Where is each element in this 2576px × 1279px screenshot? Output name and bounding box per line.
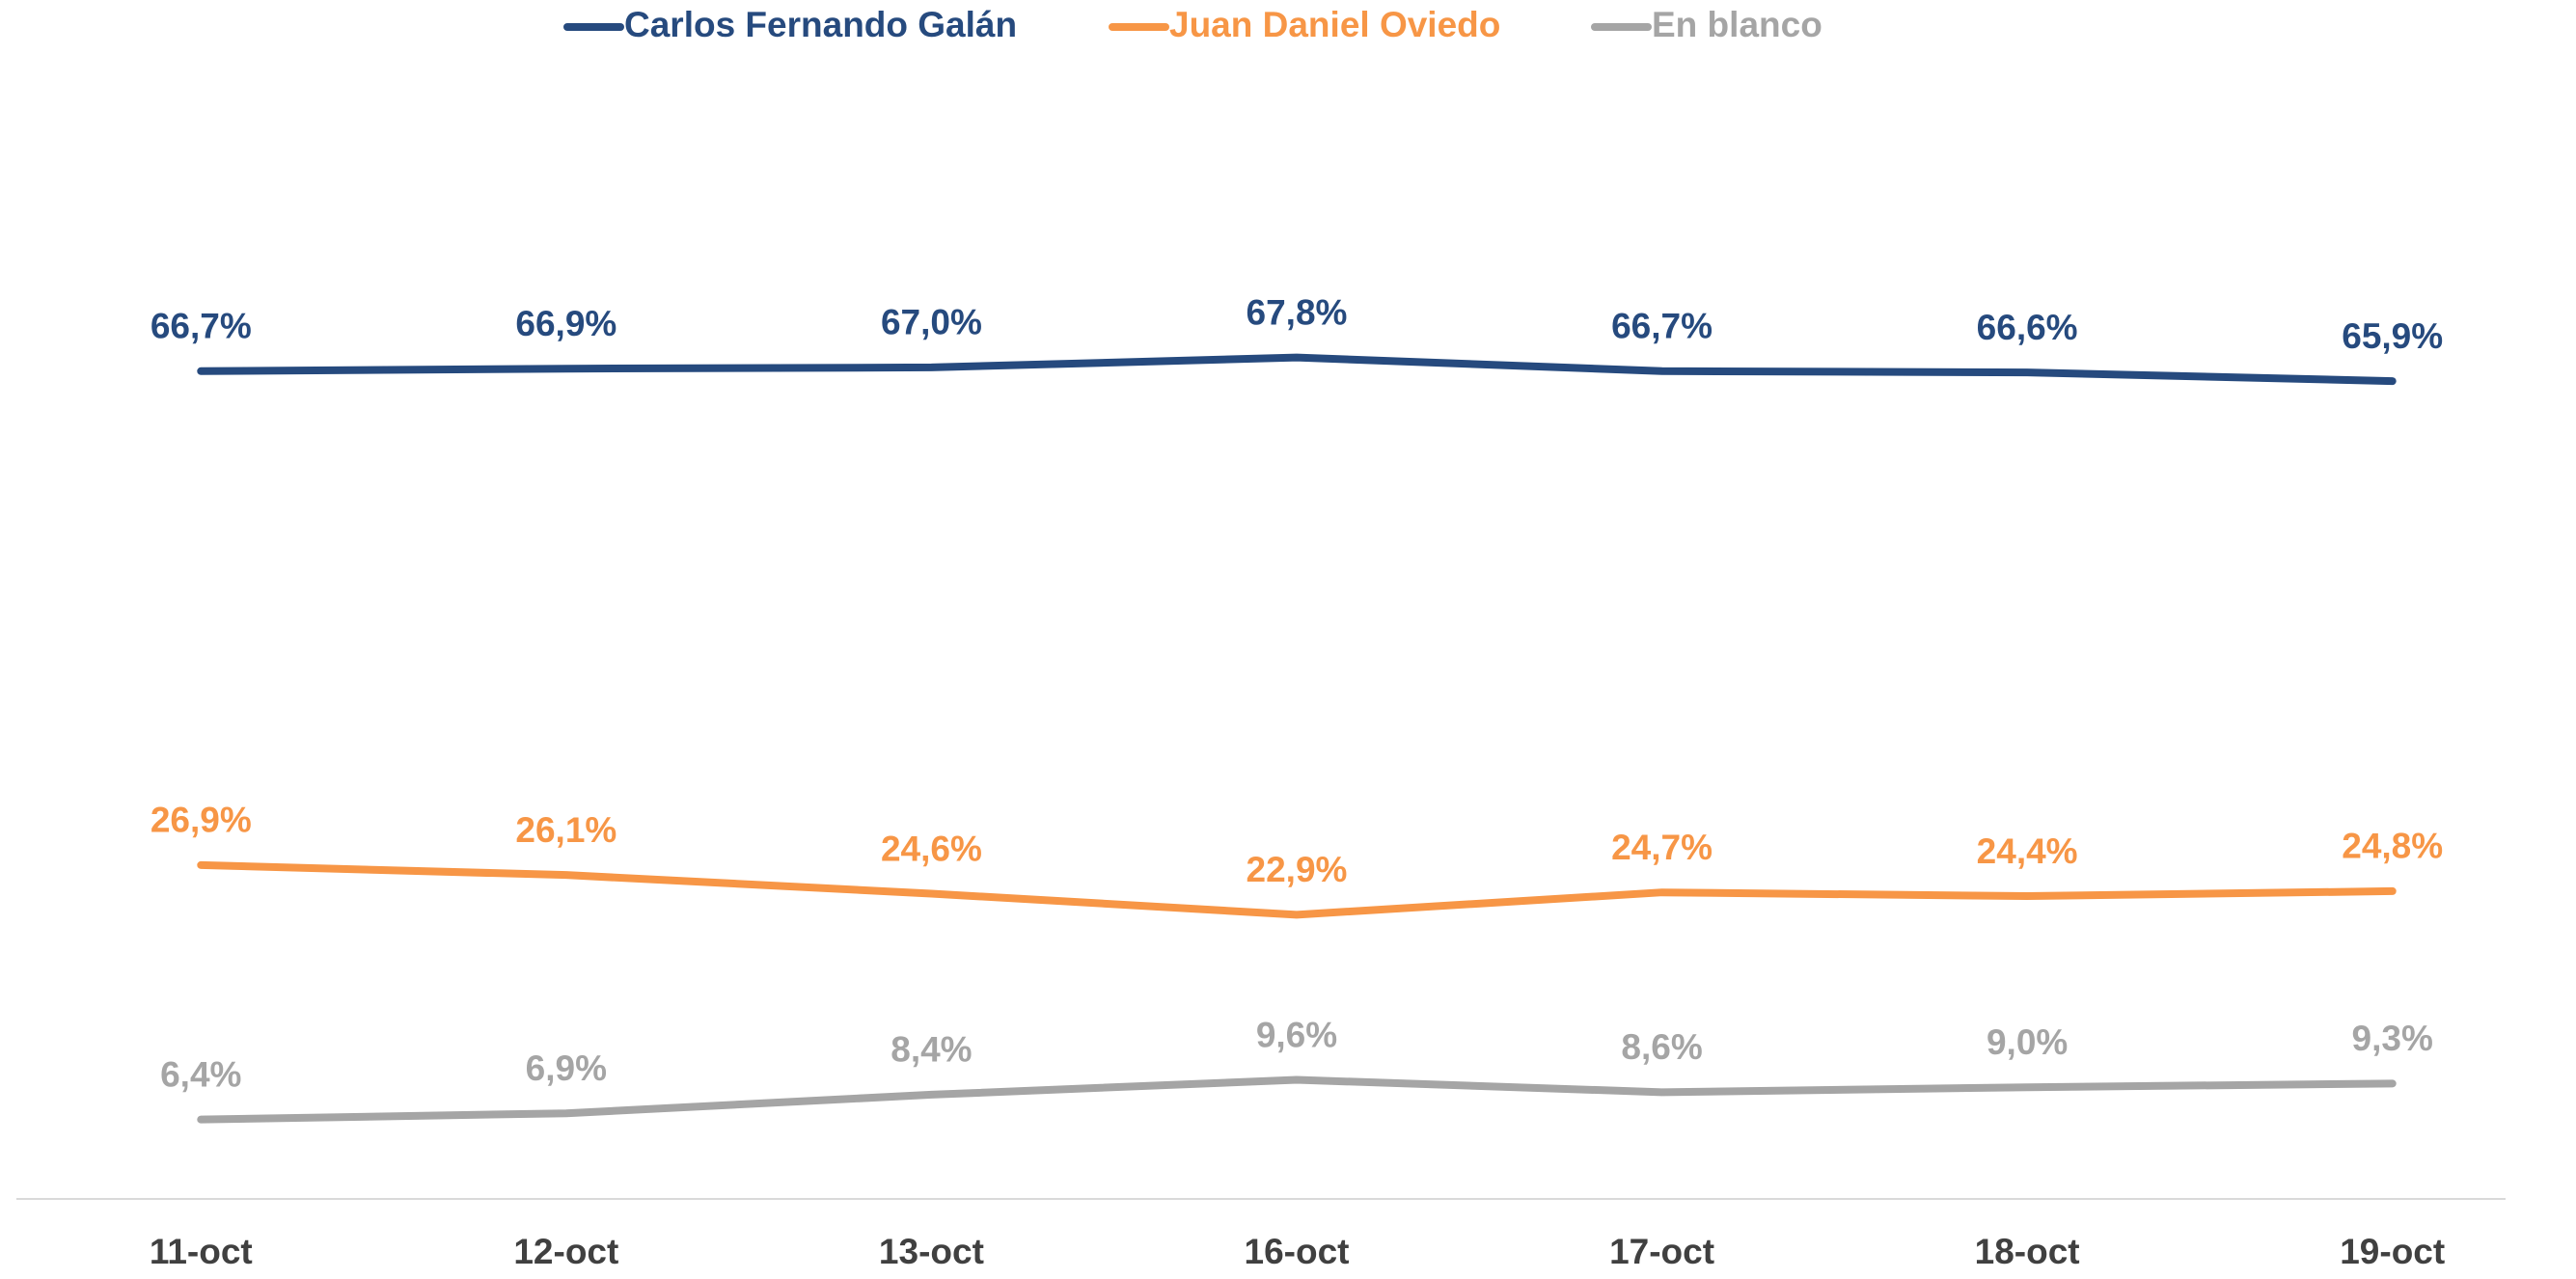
x-tick-label: 17-oct [1609,1232,1714,1271]
data-label: 8,6% [1621,1027,1702,1067]
data-label: 9,6% [1256,1015,1337,1054]
x-tick-label: 11-oct [150,1232,253,1271]
x-tick-label: 16-oct [1245,1232,1350,1271]
data-label: 66,7% [1611,307,1713,346]
legend-label: Juan Daniel Oviedo [1169,5,1500,44]
x-tick-label: 12-oct [513,1232,618,1271]
data-label: 26,1% [515,810,617,850]
legend-label: Carlos Fernando Galán [624,5,1017,44]
data-label: 6,9% [526,1048,607,1088]
data-label: 67,0% [881,303,982,342]
data-label: 24,6% [881,829,982,868]
data-label: 24,8% [2342,827,2443,866]
data-label: 66,7% [151,307,252,346]
series-line [197,1075,2397,1124]
data-label: 9,3% [2352,1019,2433,1058]
data-label: 22,9% [1247,850,1348,889]
series-line [197,860,2397,919]
data-label: 9,0% [1987,1022,2068,1062]
data-label: 8,4% [891,1030,972,1070]
x-tick-label: 13-oct [879,1232,984,1271]
data-label: 66,9% [515,304,617,343]
data-label: 66,6% [1977,308,2078,347]
data-label: 24,7% [1611,828,1713,867]
data-label: 24,4% [1977,831,2078,871]
legend-label: En blanco [1652,5,1822,44]
data-label: 6,4% [160,1054,241,1094]
x-tick-label: 18-oct [1975,1232,2080,1271]
data-label: 67,8% [1247,292,1348,332]
data-label: 26,9% [151,801,252,840]
data-label: 65,9% [2342,316,2443,356]
series-line [197,353,2397,386]
x-tick-label: 19-oct [2340,1232,2445,1271]
